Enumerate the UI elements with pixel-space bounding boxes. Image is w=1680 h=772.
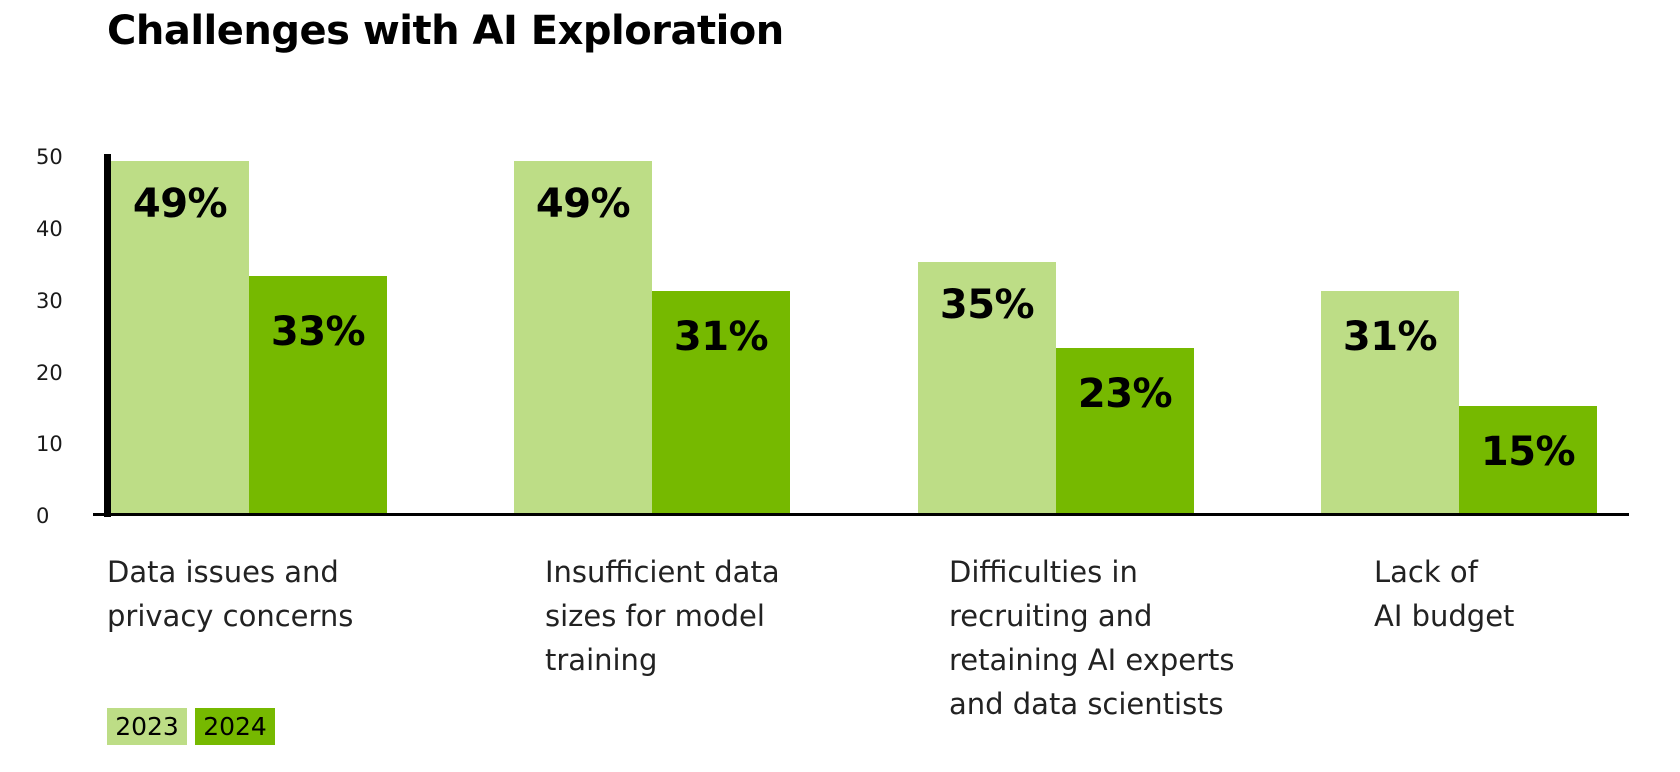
category-label-line: Difficulties in	[949, 555, 1138, 589]
category-label-line: and data scientists	[949, 687, 1224, 721]
bar-2024: 23%	[1056, 348, 1194, 514]
bar-value-label: 23%	[1077, 371, 1173, 418]
category-label-line: training	[545, 643, 658, 677]
category-label-data-issues: Data issues and privacy concerns	[107, 550, 353, 638]
y-tick-label: 50	[36, 145, 63, 169]
bar-2023: 49%	[514, 161, 652, 514]
category-label-line: Lack of	[1374, 555, 1478, 589]
bar-value-label: 31%	[673, 313, 769, 360]
y-tick-label: 40	[36, 217, 63, 241]
y-tick-label: 20	[36, 361, 63, 385]
y-tick-label: 30	[36, 289, 63, 313]
category-label-ai-budget: Lack of AI budget	[1374, 550, 1514, 638]
legend-item-2023: 2023	[107, 708, 187, 745]
category-label-line: recruiting and	[949, 599, 1153, 633]
category-label-line: AI budget	[1374, 599, 1515, 633]
bar-2024: 15%	[1459, 406, 1597, 514]
x-axis-line	[93, 513, 1629, 516]
bar-2023: 31%	[1321, 290, 1459, 514]
category-label-line: Data issues and	[107, 555, 339, 589]
chart-title: Challenges with AI Exploration	[107, 8, 784, 54]
legend-item-2024: 2024	[195, 708, 275, 745]
bar-value-label: 49%	[535, 181, 631, 228]
bar-2024: 33%	[249, 276, 387, 514]
category-label-line: privacy concerns	[107, 599, 354, 633]
bar-value-label: 49%	[132, 181, 228, 228]
y-tick-label: 0	[36, 504, 50, 528]
bar-2023: 35%	[918, 262, 1056, 514]
bar-value-label: 35%	[939, 282, 1035, 328]
y-tick-label: 10	[36, 432, 63, 456]
legend: 2023 2024	[107, 708, 275, 745]
bar-value-label: 15%	[1480, 429, 1576, 475]
bar-2024: 31%	[652, 290, 790, 514]
category-label-line: Insufficient data	[545, 555, 780, 589]
bar-value-label: 33%	[270, 309, 366, 356]
bar-2023: 49%	[111, 161, 249, 514]
bar-value-label: 31%	[1342, 313, 1438, 360]
category-label-insufficient-data: Insufficient data sizes for model traini…	[545, 550, 780, 682]
category-label-line: retaining AI experts	[949, 643, 1235, 677]
category-label-line: sizes for model	[545, 599, 765, 633]
category-label-recruiting: Difficulties in recruiting and retaining…	[949, 550, 1235, 726]
y-axis-line	[104, 154, 111, 517]
